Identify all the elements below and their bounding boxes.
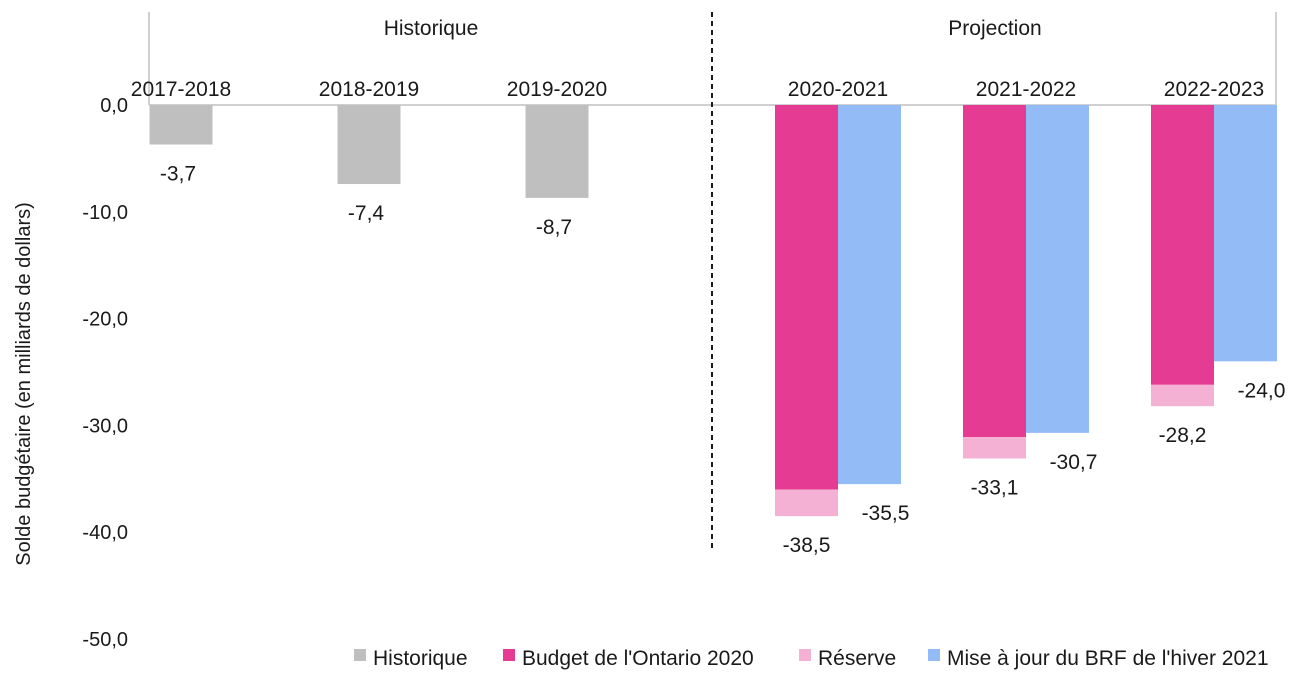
- y-tick-label: -30,0: [82, 415, 128, 437]
- data-label-brf: -24,0: [1238, 379, 1286, 402]
- bar-reserve: [963, 437, 1026, 459]
- data-label-historique: -3,7: [160, 163, 196, 186]
- bar-historique: [149, 105, 213, 145]
- bar-brf-hiver: [838, 105, 901, 485]
- labels-group: Historique Projection 2017-2018 2018-2019 20…: [13, 17, 1285, 651]
- bar-budget-ontario: [1151, 105, 1214, 385]
- bar-reserve: [775, 489, 838, 517]
- category-label: 2020-2021: [788, 78, 888, 101]
- bar-historique: [337, 105, 401, 185]
- section-label: Projection: [948, 17, 1041, 40]
- y-tick-label: -20,0: [82, 309, 128, 331]
- bar-budget-ontario: [963, 105, 1026, 438]
- category-label: 2019-2020: [507, 78, 607, 101]
- section-label: Historique: [384, 17, 479, 40]
- category-label: 2017-2018: [131, 78, 231, 101]
- legend-label: Réserve: [818, 647, 896, 670]
- legend-swatch: [503, 649, 515, 661]
- y-tick-label: -10,0: [82, 202, 128, 224]
- legend-swatch: [354, 649, 366, 661]
- legend-label: Historique: [373, 647, 468, 670]
- data-label-brf: -35,5: [862, 502, 910, 525]
- legend-swatch: [928, 649, 940, 661]
- bar-budget-ontario: [775, 105, 838, 490]
- data-label-budget-total: -38,5: [783, 534, 831, 557]
- legend-swatch: [799, 649, 811, 661]
- legend-label: Mise à jour du BRF de l'hiver 2021: [947, 647, 1269, 670]
- legend: Historique Budget de l'Ontario 2020 Réserv…: [354, 647, 1269, 670]
- bar-reserve: [1151, 384, 1214, 407]
- category-label: 2018-2019: [319, 78, 419, 101]
- legend-label: Budget de l'Ontario 2020: [522, 647, 754, 670]
- data-label-brf: -30,7: [1050, 451, 1098, 474]
- data-label-historique: -8,7: [536, 216, 572, 239]
- bars-group: [149, 105, 1277, 517]
- category-label: 2022-2023: [1164, 78, 1264, 101]
- bar-brf-hiver: [1026, 105, 1089, 433]
- y-tick-label: -50,0: [82, 629, 128, 651]
- category-label: 2021-2022: [976, 78, 1076, 101]
- bar-brf-hiver: [1214, 105, 1277, 362]
- y-tick-label: -40,0: [82, 522, 128, 544]
- y-tick-label: 0,0: [100, 95, 128, 117]
- bar-historique: [525, 105, 589, 198]
- data-label-historique: -7,4: [348, 202, 385, 225]
- data-label-budget-total: -33,1: [971, 477, 1019, 500]
- y-axis-label: Solde budgétaire (en milliards de dollar…: [13, 202, 35, 566]
- data-label-budget-total: -28,2: [1159, 424, 1207, 447]
